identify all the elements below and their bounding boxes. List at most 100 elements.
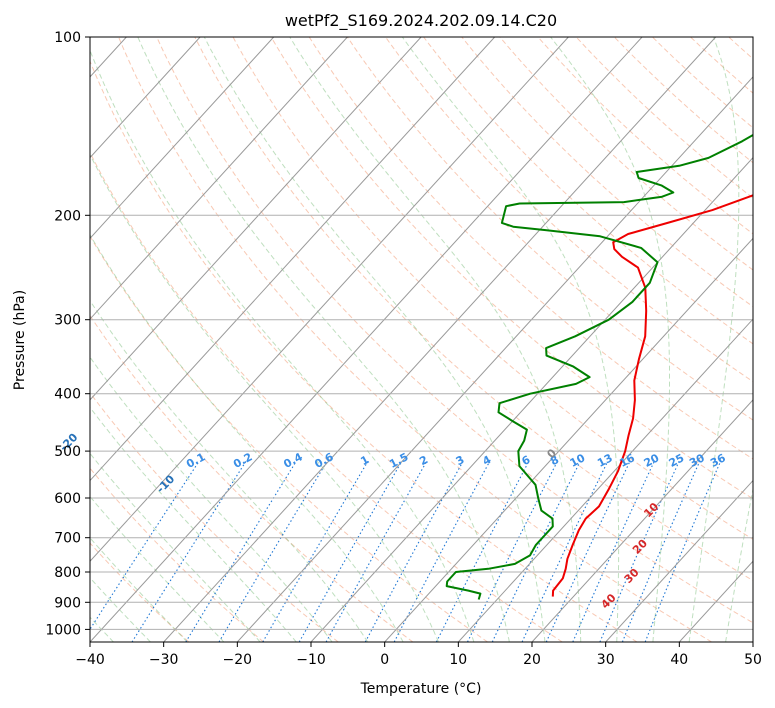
moist-adiabat [550,37,670,642]
x-tick-label: 50 [744,652,762,668]
dry-adiabat [537,37,753,235]
dry-adiabat [232,37,753,540]
dry-adiabat [767,37,775,642]
moist-adiabat [725,486,753,642]
dry-adiabat [90,151,563,642]
mixing-ratio-label: 36 [708,451,728,470]
isotherm [90,37,496,482]
dry-adiabat [575,37,753,199]
x-tick-label: 0 [380,652,389,668]
moist-adiabat [90,233,404,642]
y-tick-label: 300 [54,313,81,329]
dry-adiabat [423,37,753,345]
mixing-ratio-line [644,460,722,642]
mixing-ratio-label: 2 [417,453,430,468]
isotherm [90,37,275,240]
moist-adiabat [688,37,740,642]
dry-adiabat [90,467,264,642]
mixing-ratio-line [364,460,464,642]
mixing-ratio-label: 30 [687,451,707,470]
temperature-trace [551,194,753,597]
y-tick-label: 100 [54,30,81,46]
mixing-ratio-label: 1 [358,453,371,468]
mixing-ratio-line [621,460,701,642]
mixing-ratio-label: 16 [617,451,637,470]
mixing-ratio-line [393,460,491,642]
mixing-ratio-line [521,460,609,642]
moist-adiabat [90,49,475,642]
dry-adiabat [90,60,638,642]
moist-adiabat [401,37,620,642]
plot-frame [89,36,754,643]
x-axis-label: Temperature (°C) [360,681,482,697]
chart-title: wetPf2_S169.2024.202.09.14.C20 [285,11,557,31]
x-tick-label: 20 [523,652,541,668]
mixing-ratio-line [467,460,558,642]
isotherm [90,37,348,320]
dry-adiabat [652,37,753,129]
isotherm [678,560,753,642]
isotherm [531,399,753,642]
moist-adiabat [90,577,151,642]
dry-adiabat [690,37,753,94]
dry-adiabat [613,37,753,164]
isotherm [90,37,201,159]
mixing-ratio-line [218,460,328,642]
dry-adiabat [346,37,753,421]
mixing-ratio-label: 0.2 [231,450,254,471]
x-tick-label: −20 [223,652,253,668]
moist-adiabat [90,537,188,642]
x-tick-label: 10 [449,652,467,668]
dry-adiabat [728,37,753,60]
mixing-ratio-label: 1.5 [387,450,410,471]
mixing-ratio-label: 6 [520,453,533,468]
axes: −40 −30 −20 −10 0 10 20 30 40 5010020030040050060… [45,30,762,668]
mixing-ratio-line [262,460,369,642]
mixing-ratio-label: 3 [454,453,467,468]
moist-adiabat [90,406,297,642]
dry-adiabat-label: -10 [154,472,177,495]
dry-adiabat [194,37,753,582]
isotherm [384,237,753,642]
mixing-ratio-line [599,460,680,642]
isotherm [90,37,422,401]
mixing-ratio-line [325,460,428,642]
x-tick-label: −40 [75,652,105,668]
x-tick-label: −30 [149,652,179,668]
dry-adiabat [156,37,753,624]
mixing-ratio-label: 4 [480,453,493,468]
y-tick-label: 700 [54,531,81,547]
profiles [445,133,753,600]
y-tick-label: 200 [54,208,81,224]
moist-adiabat [90,495,225,642]
mixing-ratio-label: 0.6 [312,450,336,471]
isotherm [236,76,753,642]
background-lines [90,37,775,642]
isotherm [90,37,569,562]
isotherm-label: 40 [599,591,619,611]
dry-adiabat [118,37,712,642]
y-tick-label: 600 [54,491,81,507]
y-axis-label: Pressure (hPa) [12,290,28,390]
x-tick-label: 30 [597,652,615,668]
moist-adiabat [203,37,546,642]
y-tick-label: 400 [54,387,81,403]
isotherm [90,37,643,642]
moist-adiabat [137,37,510,642]
mixing-ratio-line [435,460,530,642]
moist-adiabat [90,153,439,642]
y-tick-label: 500 [54,444,81,460]
isotherm [163,37,717,642]
moist-adiabat [90,452,261,642]
mixing-ratio-label: 10 [568,451,588,470]
isotherm-label: 20 [630,536,650,556]
mixing-ratio-label: 0.4 [281,450,305,471]
isotherm [605,479,753,642]
y-tick-label: 800 [54,565,81,581]
dry-adiabat [461,37,753,308]
mixing-ratio-line [185,460,297,642]
x-tick-label: −10 [296,652,326,668]
dry-adiabat [90,391,339,642]
moist-adiabat [289,37,582,642]
